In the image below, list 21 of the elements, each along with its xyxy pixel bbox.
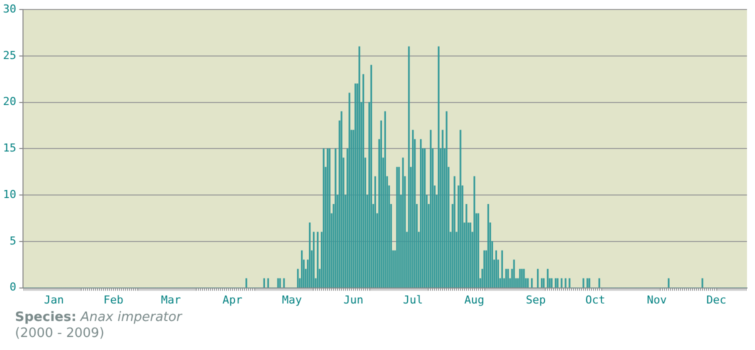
x-tick-label: Aug	[464, 293, 484, 306]
x-tick-label: Nov	[646, 293, 668, 306]
y-tick-label: 30	[2, 2, 16, 16]
x-tick-label: Jul	[402, 293, 423, 306]
x-tick-label: Sep	[526, 293, 546, 306]
y-tick-label: 15	[2, 142, 16, 155]
x-tick-label: Apr	[222, 293, 243, 306]
y-tick-label: 10	[2, 188, 16, 201]
y-tick-label: 20	[2, 95, 16, 108]
y-tick-label: 0	[10, 280, 16, 294]
y-tick-label: 5	[10, 234, 16, 248]
x-tick-label: Feb	[104, 293, 124, 306]
x-tick-label: Mar	[161, 293, 182, 306]
x-tick-label: Oct	[585, 293, 606, 306]
y-tick-label: 25	[2, 48, 16, 62]
text: (2000 - 2009)	[15, 326, 106, 342]
x-tick-label: May	[282, 293, 302, 306]
x-tick-label: Jun	[343, 293, 364, 306]
text: Species: Anax imperator	[15, 310, 182, 325]
x-tick-label: Jan	[44, 293, 64, 306]
x-tick-label: Dec	[706, 293, 726, 306]
